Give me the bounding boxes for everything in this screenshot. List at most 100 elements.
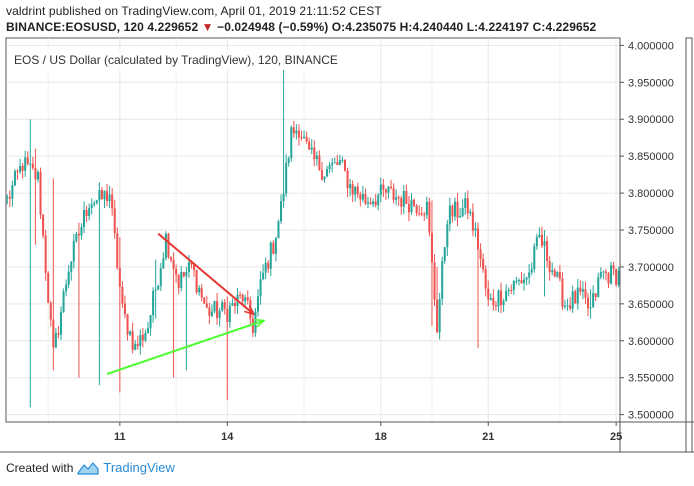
candle-body: [384, 189, 387, 193]
tradingview-brand-link[interactable]: TradingView: [103, 460, 175, 475]
candle-body: [407, 203, 410, 213]
grid-layer: [6, 38, 620, 422]
candle-body: [520, 279, 523, 284]
candle-body: [16, 171, 19, 173]
candle-body: [116, 233, 119, 269]
candle-body: [446, 224, 449, 248]
candle-body: [546, 241, 549, 261]
candle-body: [100, 189, 103, 200]
open-value: 4.235075: [345, 20, 397, 34]
candle-body: [540, 234, 543, 246]
candle-body: [218, 310, 221, 318]
candle-body: [216, 301, 219, 318]
created-with-label: Created with: [6, 460, 74, 475]
candle-body: [98, 189, 101, 201]
candle-body: [246, 297, 249, 301]
candle-body: [233, 303, 236, 307]
candle-body: [287, 158, 290, 163]
candle-body: [423, 214, 426, 216]
y-axis[interactable]: 4.000000 3.950000 3.900000 3.850000 3.800000…: [619, 37, 693, 453]
candle-body: [62, 291, 65, 312]
candle-body: [571, 291, 574, 309]
candle-body: [366, 202, 370, 204]
right-scrollbar[interactable]: [685, 37, 693, 453]
candle-body: [484, 269, 487, 289]
candle-body: [200, 287, 203, 298]
candle-body: [354, 186, 357, 195]
chart-title: EOS / US Dollar (calculated by TradingVi…: [14, 53, 338, 67]
candle-body: [123, 303, 126, 315]
candle-body: [241, 294, 244, 302]
candle-body: [159, 268, 162, 286]
candle-body: [448, 205, 451, 225]
candle-body: [418, 213, 421, 215]
candle-body: [543, 241, 546, 246]
candle-body: [126, 314, 129, 335]
candle-body: [210, 311, 213, 316]
candle-body: [599, 272, 602, 278]
red-trend-arrow[interactable]: [157, 232, 253, 314]
candle-body: [474, 228, 477, 231]
y-tick-label: 3.800000: [628, 188, 674, 200]
candle-body: [221, 302, 224, 311]
candle-body: [604, 271, 607, 273]
candle-body: [551, 270, 554, 273]
candle-body: [182, 272, 185, 277]
candle-body: [346, 170, 349, 189]
candle-body: [285, 162, 288, 194]
candle-body: [443, 247, 446, 262]
y-tick-label: 3.950000: [628, 77, 674, 89]
candle-body: [569, 305, 572, 309]
candle-body: [11, 185, 14, 199]
candle-body: [29, 163, 32, 165]
candle-body: [256, 296, 260, 312]
candle-body: [338, 160, 341, 166]
y-tick-label: 3.900000: [628, 114, 674, 126]
candle-body: [459, 216, 462, 218]
candle-body: [581, 289, 584, 292]
candle-body: [139, 334, 142, 346]
candle-body: [290, 127, 293, 159]
price-change: −0.024948 (−0.59%): [217, 20, 329, 34]
candle-body: [164, 233, 167, 259]
candle-body: [303, 136, 306, 138]
candle-body: [323, 176, 326, 180]
candle-body: [59, 311, 63, 335]
x-tick-label: 14: [221, 431, 234, 443]
x-tick-label: 11: [114, 431, 126, 443]
candle-body: [47, 272, 50, 303]
candle-body: [400, 198, 403, 207]
candle-body: [405, 190, 408, 204]
candle-body: [512, 280, 515, 291]
green-trend-arrow[interactable]: [106, 321, 263, 375]
y-tick-label: 4.000000: [628, 40, 674, 52]
y-tick-label: 3.600000: [628, 336, 674, 348]
candle-body: [369, 202, 372, 205]
candle-body: [208, 307, 211, 316]
chart-title-bg: [10, 50, 366, 70]
open-label: O:: [331, 20, 346, 34]
low-label: L:: [466, 20, 479, 34]
candle-body: [359, 194, 362, 200]
candle-body: [456, 201, 459, 218]
candle-body: [576, 287, 579, 304]
candle-body: [279, 201, 283, 222]
candle-body: [356, 186, 359, 195]
candle-body: [436, 299, 439, 333]
candle-body: [134, 343, 137, 350]
candle-body: [390, 186, 393, 189]
candle-body: [180, 272, 183, 288]
candle-body: [453, 201, 457, 217]
candle-body: [193, 264, 196, 270]
candle-body: [264, 262, 267, 273]
candle-body: [441, 261, 444, 299]
x-axis[interactable]: 11 14 18 21 25: [0, 421, 694, 453]
close-label: C:: [532, 20, 546, 34]
candle-body: [433, 262, 436, 300]
candle-body: [494, 305, 497, 307]
symbol-label[interactable]: BINANCE:EOSUSD, 120: [6, 20, 144, 34]
candle-body: [21, 165, 24, 171]
candle-body: [231, 303, 234, 306]
candle-body: [95, 200, 98, 204]
